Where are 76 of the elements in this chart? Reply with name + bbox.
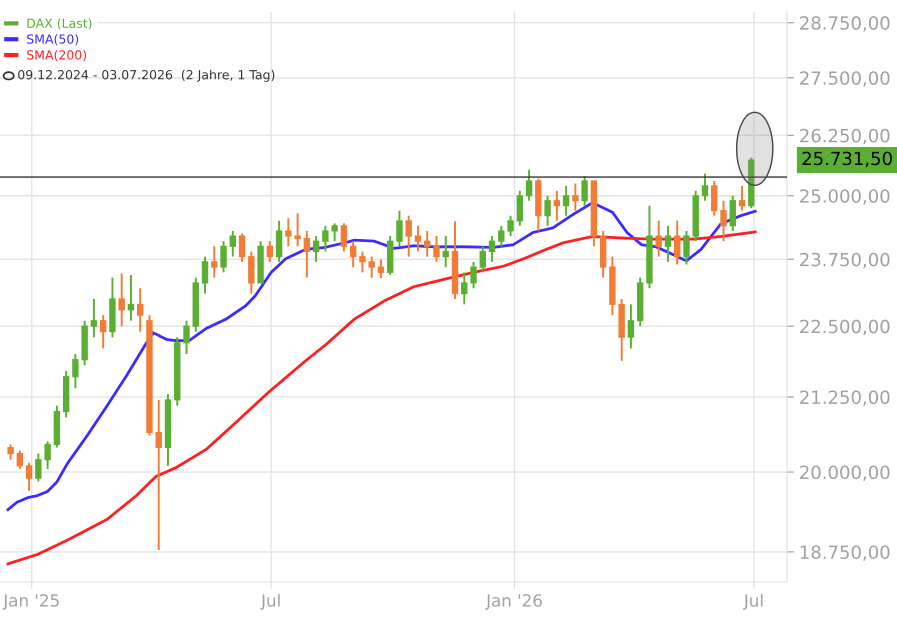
candlestick bbox=[266, 240, 274, 263]
candlestick bbox=[433, 235, 440, 263]
candlestick bbox=[35, 452, 42, 482]
candlestick bbox=[562, 184, 570, 217]
candlestick bbox=[480, 245, 486, 274]
x-tick-label: Jan '25 bbox=[2, 594, 59, 610]
candlestick bbox=[683, 230, 690, 266]
candlestick bbox=[461, 271, 468, 306]
candlestick bbox=[26, 462, 32, 492]
candlestick bbox=[304, 230, 310, 279]
candlestick bbox=[414, 224, 422, 252]
candlestick bbox=[350, 240, 356, 268]
candlestick bbox=[526, 168, 532, 202]
candlestick bbox=[396, 210, 403, 248]
line-series bbox=[6, 230, 757, 566]
candlestick bbox=[628, 303, 634, 350]
y-tick-label: 21.250,00 bbox=[800, 390, 890, 406]
x-tick-label: Jul bbox=[743, 594, 762, 610]
candlestick bbox=[470, 260, 477, 290]
candlestick bbox=[322, 224, 329, 252]
y-tick-label: 25.000,00 bbox=[800, 189, 890, 205]
y-tick-label: 23.750,00 bbox=[800, 252, 890, 268]
y-tick-label: 22.500,00 bbox=[800, 320, 890, 336]
candlestick bbox=[656, 220, 662, 258]
candlestick bbox=[498, 224, 504, 248]
candlestick bbox=[507, 214, 514, 237]
candlestick bbox=[183, 320, 190, 355]
y-tick-label: 18.750,00 bbox=[800, 545, 890, 561]
candlestick bbox=[100, 314, 106, 350]
candlestick bbox=[554, 190, 560, 222]
annotation: 25.731,50 bbox=[802, 152, 892, 168]
candlestick bbox=[285, 217, 292, 248]
candlestick bbox=[294, 212, 301, 248]
annotation: 09.12.2024 - 03.07.2026 (2 Jahre, 1 Tag) bbox=[18, 70, 274, 82]
candlestick bbox=[702, 172, 708, 202]
candlestick bbox=[137, 287, 144, 333]
candlestick bbox=[488, 235, 496, 263]
candlestick bbox=[359, 250, 366, 274]
candlestick bbox=[331, 222, 338, 242]
candlestick bbox=[128, 274, 134, 322]
candlestick bbox=[340, 222, 348, 252]
legend-label: SMA(200) bbox=[27, 50, 86, 62]
candlestick bbox=[211, 245, 218, 279]
candlestick bbox=[220, 240, 227, 274]
y-tick-label: 26.250,00 bbox=[800, 128, 890, 144]
candlestick bbox=[7, 444, 14, 461]
candlestick bbox=[674, 220, 680, 266]
candlestick bbox=[72, 353, 79, 390]
candlestick bbox=[156, 398, 162, 551]
candlestick bbox=[442, 235, 449, 268]
candlestick bbox=[664, 224, 672, 263]
candlestick bbox=[312, 235, 320, 263]
candlestick bbox=[581, 175, 588, 207]
candlestick bbox=[544, 194, 551, 227]
x-tick-label: Jul bbox=[260, 594, 280, 610]
y-tick-label: 20.000,00 bbox=[800, 465, 890, 481]
legend-label: SMA(50) bbox=[27, 34, 78, 46]
candlestick bbox=[238, 232, 246, 263]
candlestick bbox=[572, 182, 579, 212]
candlestick bbox=[368, 256, 375, 279]
y-tick-label: 27.500,00 bbox=[800, 71, 890, 87]
line-series bbox=[6, 201, 757, 512]
candlestick bbox=[118, 272, 125, 328]
legend-label: DAX (Last) bbox=[27, 18, 92, 30]
candlestick bbox=[44, 440, 51, 470]
candlestick bbox=[406, 214, 412, 258]
candlestick bbox=[738, 184, 746, 212]
candlestick bbox=[90, 298, 98, 338]
candlestick bbox=[378, 258, 384, 280]
candlestick bbox=[230, 230, 236, 258]
x-tick-label: Jan '26 bbox=[485, 594, 542, 610]
candlestick bbox=[16, 450, 24, 470]
candlestick bbox=[424, 230, 430, 258]
y-tick-label: 28.750,00 bbox=[800, 16, 890, 32]
candlestick bbox=[720, 200, 727, 242]
candlestick bbox=[202, 256, 208, 295]
